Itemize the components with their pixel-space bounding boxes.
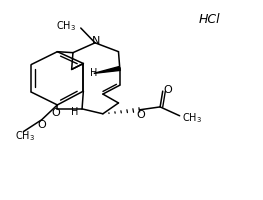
Text: O: O — [164, 85, 172, 95]
Text: O: O — [37, 120, 46, 130]
Polygon shape — [94, 67, 120, 73]
Text: HCl: HCl — [199, 13, 220, 26]
Text: H: H — [90, 68, 98, 78]
Text: CH$_3$: CH$_3$ — [15, 130, 35, 143]
Text: O: O — [52, 108, 60, 118]
Text: CH$_3$: CH$_3$ — [55, 19, 75, 33]
Text: H: H — [70, 107, 78, 117]
Text: O: O — [136, 110, 145, 120]
Text: N: N — [92, 36, 100, 46]
Text: CH$_3$: CH$_3$ — [182, 111, 202, 125]
